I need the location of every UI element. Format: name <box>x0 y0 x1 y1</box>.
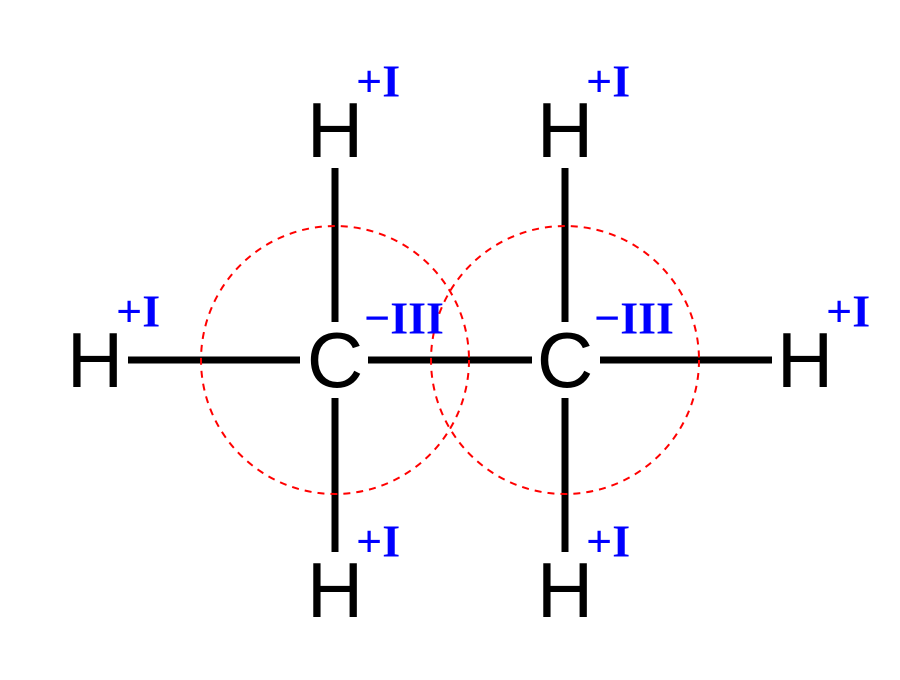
atom-H_r: H <box>777 316 833 404</box>
oxidation-label-C1: −III <box>364 293 444 344</box>
atom-H_l: H <box>67 316 123 404</box>
oxidation-label-H_tl: +I <box>356 56 400 107</box>
atom-H_br: H <box>537 546 593 634</box>
atom-C1: C <box>307 316 363 404</box>
atom-C2: C <box>537 316 593 404</box>
atom-H_tl: H <box>307 86 363 174</box>
oxidation-label-H_r: +I <box>826 286 870 337</box>
oxidation-label-H_tr: +I <box>586 56 630 107</box>
oxidation-label-H_bl: +I <box>356 516 400 567</box>
oxidation-label-H_l: +I <box>116 286 160 337</box>
oxidation-labels-layer: −III −III +I +I +I +I +I +I <box>116 56 870 567</box>
oxidation-label-H_br: +I <box>586 516 630 567</box>
atom-H_tr: H <box>537 86 593 174</box>
ethane-oxidation-diagram: C C H H H H H H −III −III +I +I +I +I +I +I <box>0 0 900 680</box>
oxidation-label-C2: −III <box>594 293 674 344</box>
atom-H_bl: H <box>307 546 363 634</box>
bonds-layer <box>128 168 772 552</box>
